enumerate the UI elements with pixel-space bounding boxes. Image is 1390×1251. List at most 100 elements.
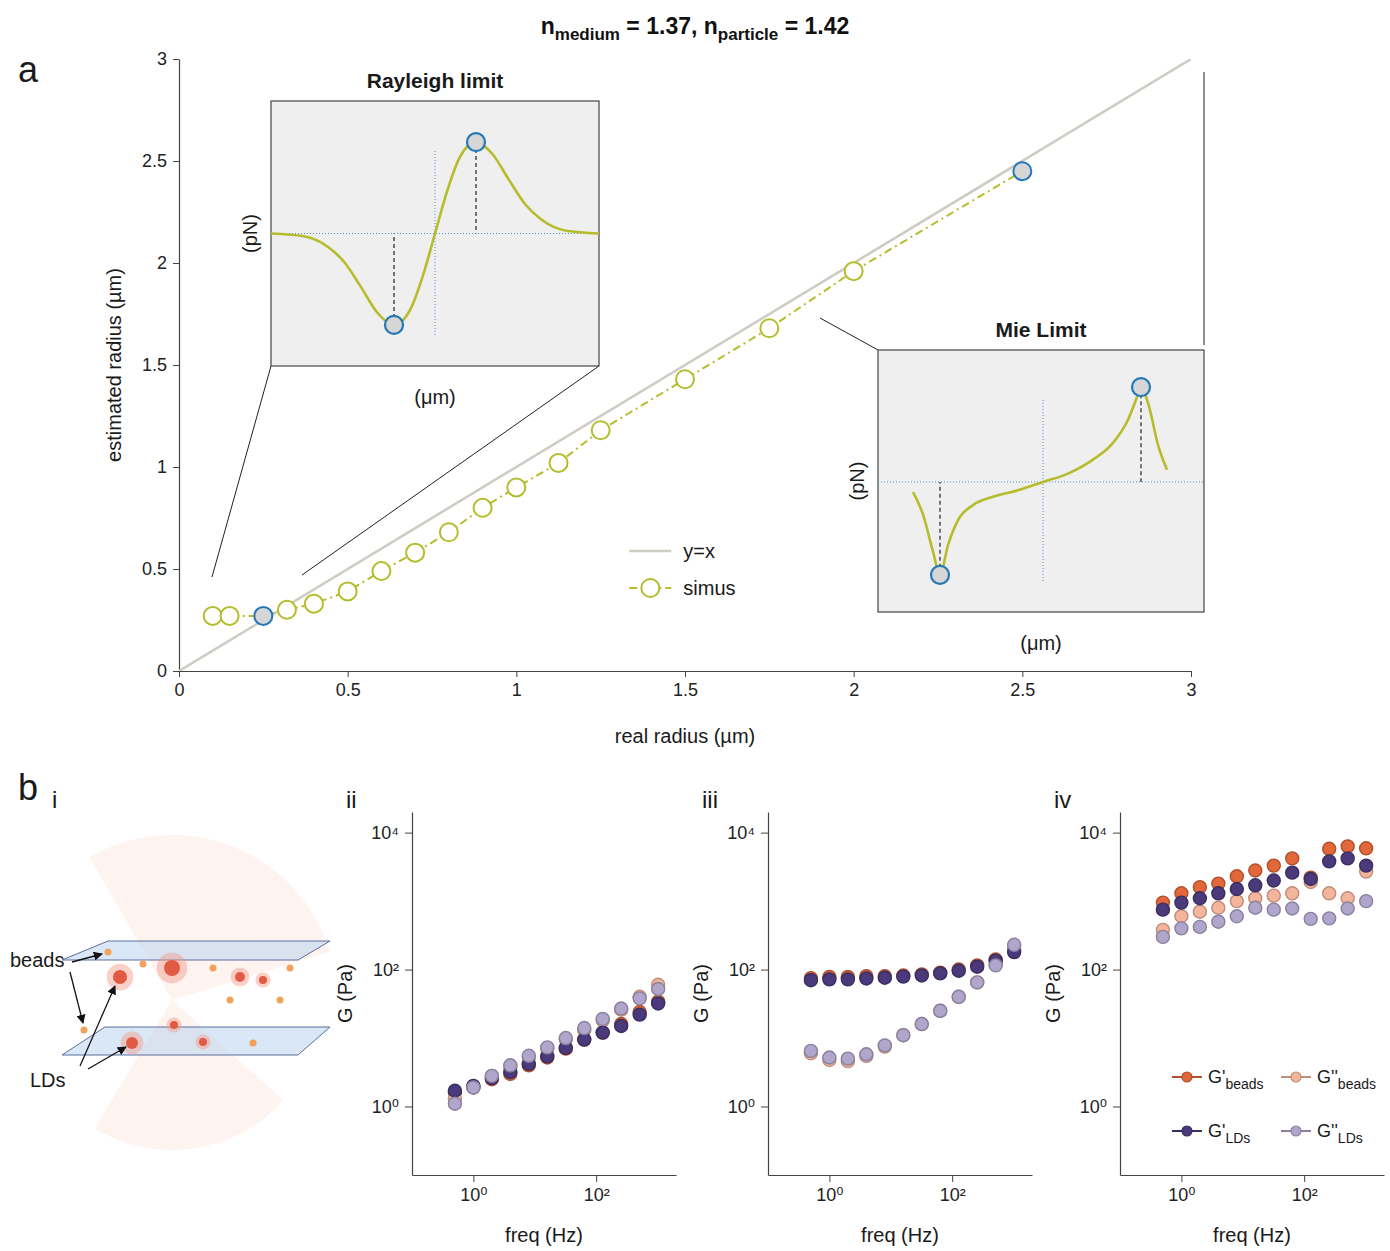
panel-label: a <box>18 49 39 90</box>
axis-line <box>1120 813 1121 1176</box>
plot-area <box>271 133 599 334</box>
data-point <box>615 1019 628 1032</box>
panel: 10⁰10²10⁰10²10⁴freq (Hz)G (Pa)ii <box>334 786 677 1246</box>
tick-label: 10⁰ <box>728 1097 755 1117</box>
y-axis-title: (pN) <box>239 214 261 253</box>
tick-mark <box>1113 970 1120 971</box>
laser-beam <box>95 1000 284 1150</box>
data-point <box>952 964 965 977</box>
data-point <box>485 1069 498 1082</box>
cover-slip <box>62 1027 330 1055</box>
data-point <box>1341 852 1354 865</box>
tick-mark <box>405 833 412 834</box>
data-point <box>1132 378 1150 396</box>
legend-item: G'LDs <box>1172 1121 1250 1146</box>
tick-label: 10⁰ <box>460 1185 487 1205</box>
y-axis-title: G (Pa) <box>334 964 356 1023</box>
data-point <box>596 1012 609 1025</box>
data-point <box>448 1097 461 1110</box>
data-point <box>1212 915 1225 928</box>
data-point <box>1341 840 1354 853</box>
tick: 3 <box>1186 671 1196 700</box>
panel-label: i <box>52 786 57 813</box>
data-point <box>1193 892 1206 905</box>
tick-mark <box>473 1175 474 1182</box>
tick-mark <box>173 365 179 366</box>
tick: 10² <box>1292 1175 1318 1205</box>
data-point <box>559 1032 572 1045</box>
data-point <box>541 1041 554 1054</box>
y-axis-title: (pN) <box>846 462 868 501</box>
legend-label-part: G'' <box>1317 1121 1338 1141</box>
bead <box>250 1040 257 1047</box>
y-axis: 10⁰10²10⁴ <box>371 813 412 1176</box>
tick-label: 10⁴ <box>371 823 399 843</box>
axis-line <box>412 813 413 1176</box>
x-axis: 00.511.522.53 <box>174 671 1196 700</box>
legend-label-sub: LDs <box>1338 1130 1363 1146</box>
tick-label: 2.5 <box>1010 680 1035 700</box>
data-point <box>915 1018 928 1031</box>
legend-label-sub: beads <box>1338 1076 1376 1092</box>
tick-mark <box>405 970 412 971</box>
data-point <box>1286 902 1299 915</box>
legend-label: G''beads <box>1317 1067 1376 1092</box>
inset: Mie Limit(pN)(μm) <box>846 318 1204 654</box>
legend-marker <box>1182 1072 1192 1082</box>
panel: 10⁰10²10⁰10²10⁴freq (Hz)G (Pa)iii <box>690 786 1033 1246</box>
panel-label: ii <box>346 786 357 813</box>
series-line <box>271 142 599 325</box>
tick: 1 <box>157 457 179 477</box>
data-point <box>504 1059 517 1072</box>
tick-mark <box>173 59 179 60</box>
tick-mark <box>685 671 686 677</box>
connector-line <box>302 366 599 575</box>
data-point <box>467 1081 480 1094</box>
tick-mark <box>761 833 768 834</box>
data-point <box>1175 910 1188 923</box>
connector-line <box>820 318 878 350</box>
data-point <box>989 959 1002 972</box>
tick-label: 1.5 <box>673 680 698 700</box>
legend-swatch <box>629 550 671 553</box>
lipid-droplet <box>126 1037 138 1049</box>
data-point <box>676 370 694 388</box>
tick-label: 10² <box>1292 1185 1318 1205</box>
legend-item: G'beads <box>1172 1067 1264 1092</box>
tick: 0 <box>174 671 184 700</box>
plot-area <box>1156 840 1372 944</box>
data-point <box>934 1004 947 1017</box>
title-part: medium <box>555 25 620 44</box>
lipid-droplet <box>170 1021 178 1029</box>
data-point <box>550 454 568 472</box>
diagram-label: LDs <box>30 1069 66 1091</box>
legend-label: G''LDs <box>1317 1121 1363 1146</box>
bead <box>287 965 294 972</box>
arrow <box>70 972 83 1023</box>
x-axis: 10⁰10² <box>769 1175 1033 1205</box>
x-axis: 10⁰10² <box>413 1175 677 1205</box>
tick-label: 0.5 <box>142 559 167 579</box>
data-point <box>204 607 222 625</box>
tick-label: 10⁰ <box>816 1185 843 1205</box>
inset-title: Mie Limit <box>995 318 1086 341</box>
tick-label: 2.5 <box>142 151 167 171</box>
legend-marker <box>1182 1126 1192 1136</box>
tick-mark <box>829 1175 830 1182</box>
tick-mark <box>761 1107 768 1108</box>
tick-mark <box>1304 1175 1305 1182</box>
tick-mark <box>761 970 768 971</box>
ld-halo <box>157 953 187 983</box>
data-point <box>1249 901 1262 914</box>
data-point <box>440 523 458 541</box>
figure: nmedium = 1.37, nparticle = 1.42a00.511.… <box>0 0 1390 1251</box>
tick: 10⁴ <box>727 823 768 843</box>
data-point <box>467 133 485 151</box>
tick-mark <box>1181 1175 1182 1182</box>
legend-label-part: G'' <box>1317 1067 1338 1087</box>
panel-label: iii <box>702 786 718 813</box>
data-point <box>897 1029 910 1042</box>
title-part: = 1.42 <box>778 13 849 39</box>
ld-halo <box>107 964 134 991</box>
data-point <box>971 976 984 989</box>
